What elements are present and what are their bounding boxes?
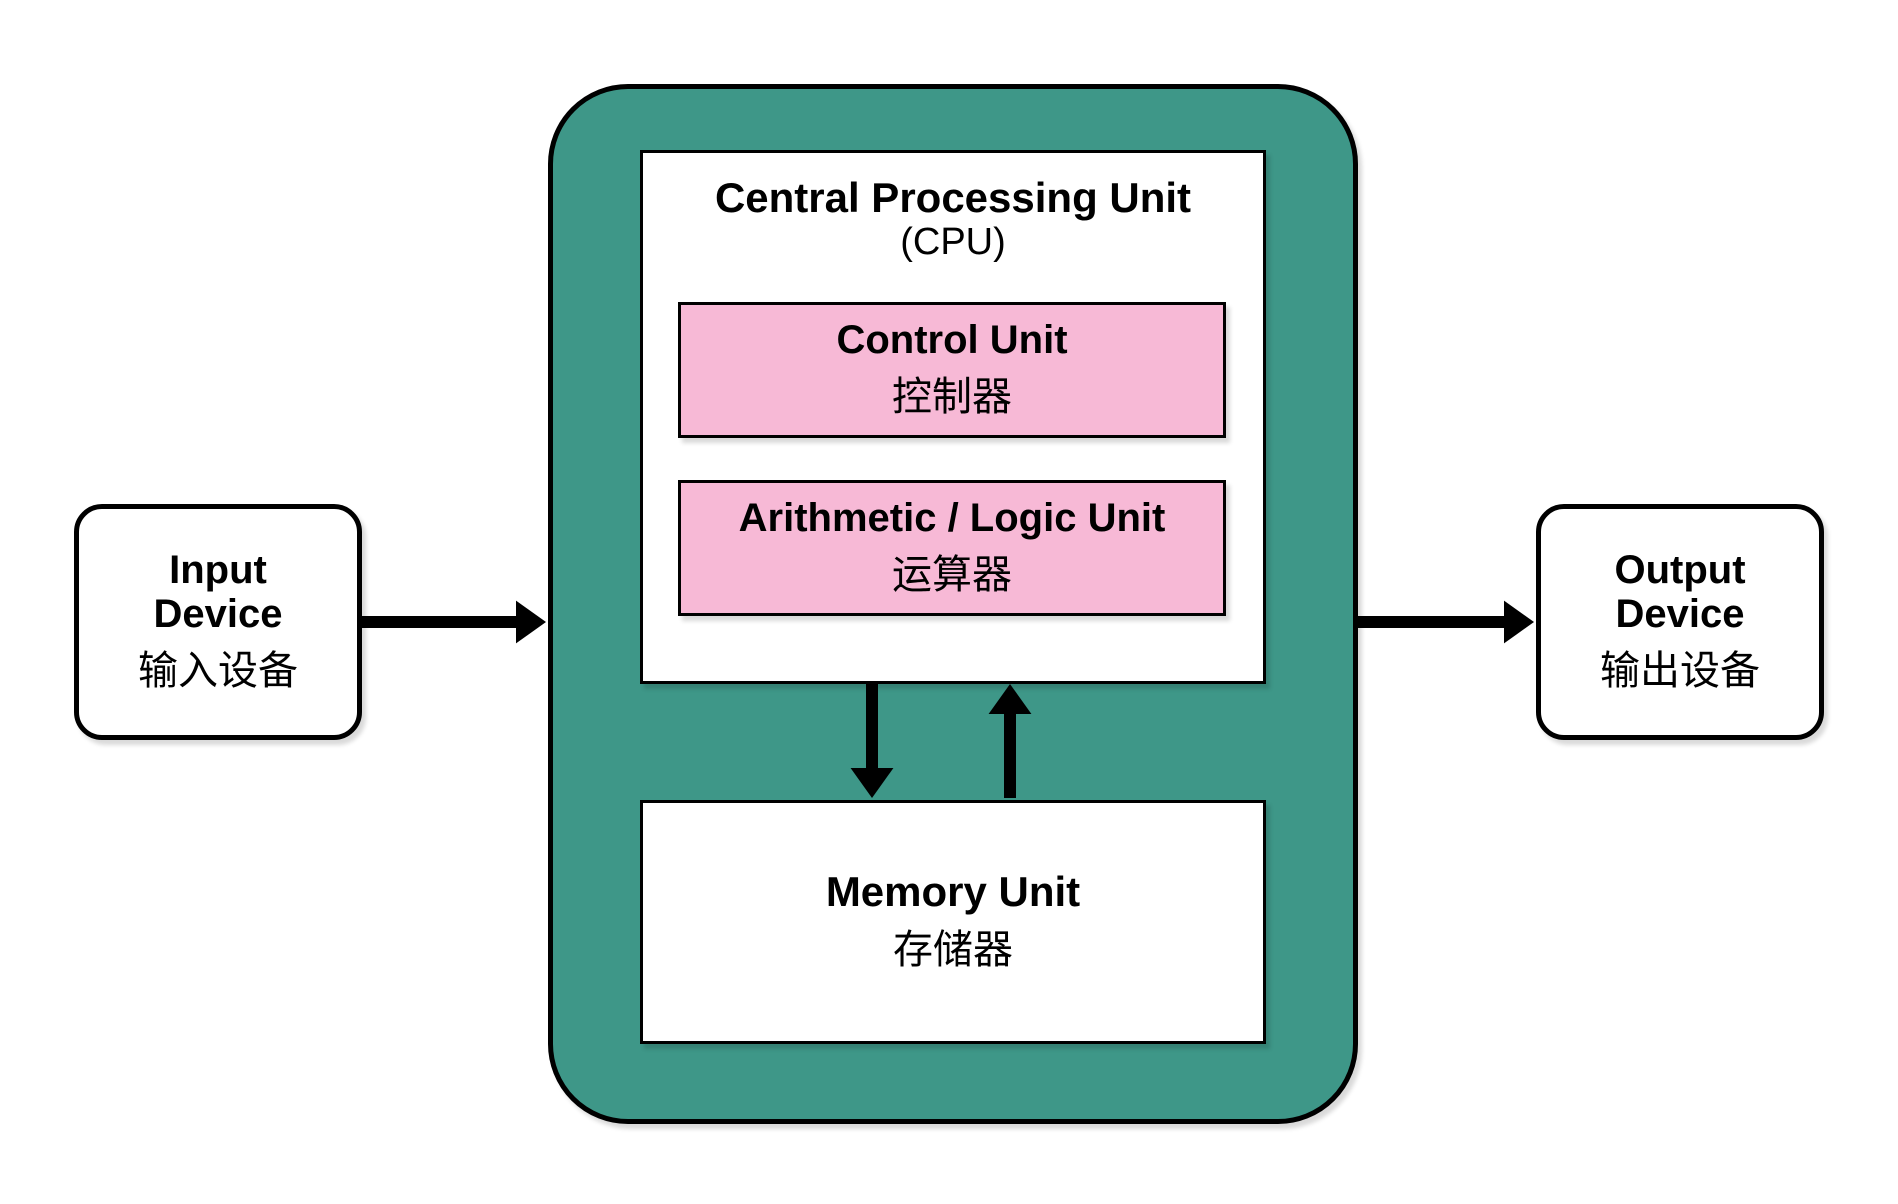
input-label-zh: 输入设备	[138, 638, 298, 696]
output-label-en-1: Output	[1614, 548, 1745, 592]
memory-unit-box: Memory Unit 存储器	[640, 800, 1266, 1044]
input-label-en-1: Input	[169, 548, 267, 592]
memory-label-zh: 存储器	[893, 917, 1013, 975]
control-unit-box: Control Unit 控制器	[678, 302, 1226, 438]
output-device-box: Output Device 输出设备	[1536, 504, 1824, 740]
alu-box: Arithmetic / Logic Unit 运算器	[678, 480, 1226, 616]
input-label-en-2: Device	[154, 592, 283, 636]
cpu-title: Central Processing Unit	[643, 175, 1263, 221]
memory-label-en: Memory Unit	[826, 869, 1080, 915]
control-label-zh: 控制器	[892, 364, 1012, 422]
alu-label-zh: 运算器	[892, 542, 1012, 600]
input-device-box: Input Device 输入设备	[74, 504, 362, 740]
cpu-subtitle: (CPU)	[643, 221, 1263, 264]
output-label-zh: 输出设备	[1600, 638, 1760, 696]
output-label-en-2: Device	[1616, 592, 1745, 636]
alu-label-en: Arithmetic / Logic Unit	[739, 496, 1166, 540]
control-label-en: Control Unit	[836, 318, 1067, 362]
